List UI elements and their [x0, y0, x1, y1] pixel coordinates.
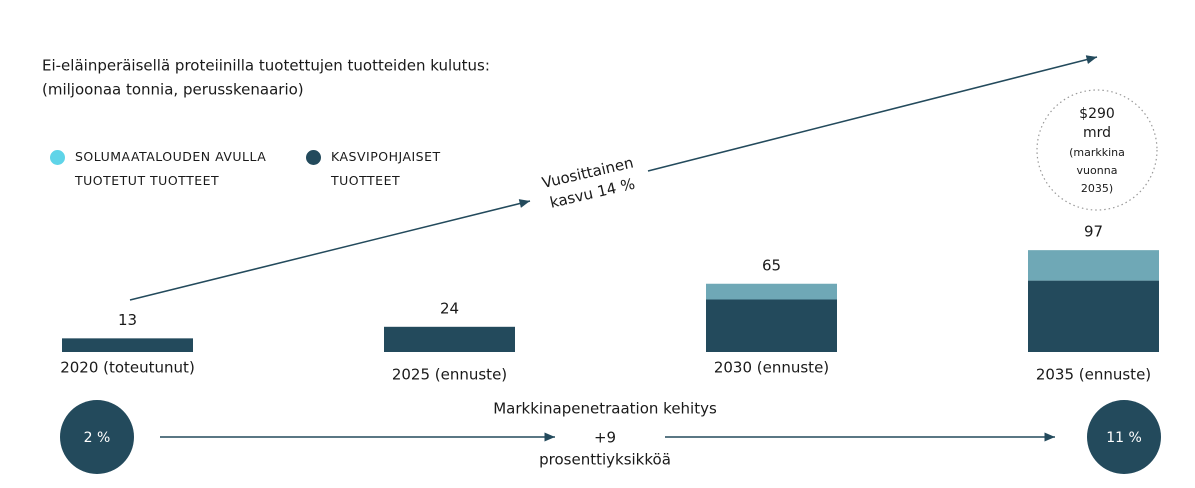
legend-label: SOLUMAATALOUDEN AVULLA TUOTETUT TUOTTEET	[75, 149, 267, 188]
x-tick-label: 2025 (ennuste)	[392, 366, 507, 384]
legend-swatch	[50, 150, 65, 165]
x-tick-label: 2020 (toteutunut)	[60, 359, 195, 377]
chart-subtitle: (miljoonaa tonnia, perusskenaario)	[42, 81, 304, 99]
growth-arrow	[129, 199, 531, 301]
x-tick-label: 2030 (ennuste)	[714, 359, 829, 377]
legend-swatch	[306, 150, 321, 165]
penetration-change: +9	[594, 429, 616, 447]
penetration-end: 11 %	[1106, 430, 1142, 446]
market-circle	[1036, 89, 1158, 211]
penetration-start: 2 %	[84, 430, 111, 446]
penetration-title: Markkinapenetraation kehitys	[493, 400, 717, 418]
penetration-circle	[60, 400, 134, 474]
growth-arrow	[647, 55, 1098, 172]
total-label: 24	[440, 299, 459, 317]
bar-segment	[384, 326, 515, 352]
total-label: 97	[1084, 223, 1103, 241]
bar-segment	[706, 283, 837, 300]
market-note-line: (markkina	[1069, 146, 1125, 159]
x-tick-label: 2035 (ennuste)	[1036, 366, 1151, 384]
market-note-line: vuonna	[1077, 164, 1118, 177]
bar-segment	[1028, 250, 1159, 281]
market-note-line: mrd	[1083, 125, 1111, 141]
penetration-circle	[1087, 400, 1161, 474]
bar-segment	[62, 338, 193, 352]
chart-title: Ei-eläinperäisellä proteiinilla tuotettu…	[42, 57, 490, 75]
bar-segment	[706, 299, 837, 352]
legend-label: KASVIPOHJAISET TUOTTEET	[331, 149, 441, 188]
total-label: 13	[118, 311, 137, 329]
market-note-line: $290	[1079, 106, 1115, 122]
market-note-line: 2035)	[1081, 182, 1113, 195]
bar-segment	[1028, 280, 1159, 352]
total-label: 65	[762, 256, 781, 274]
penetration-change: prosenttiyksikköä	[539, 451, 671, 469]
